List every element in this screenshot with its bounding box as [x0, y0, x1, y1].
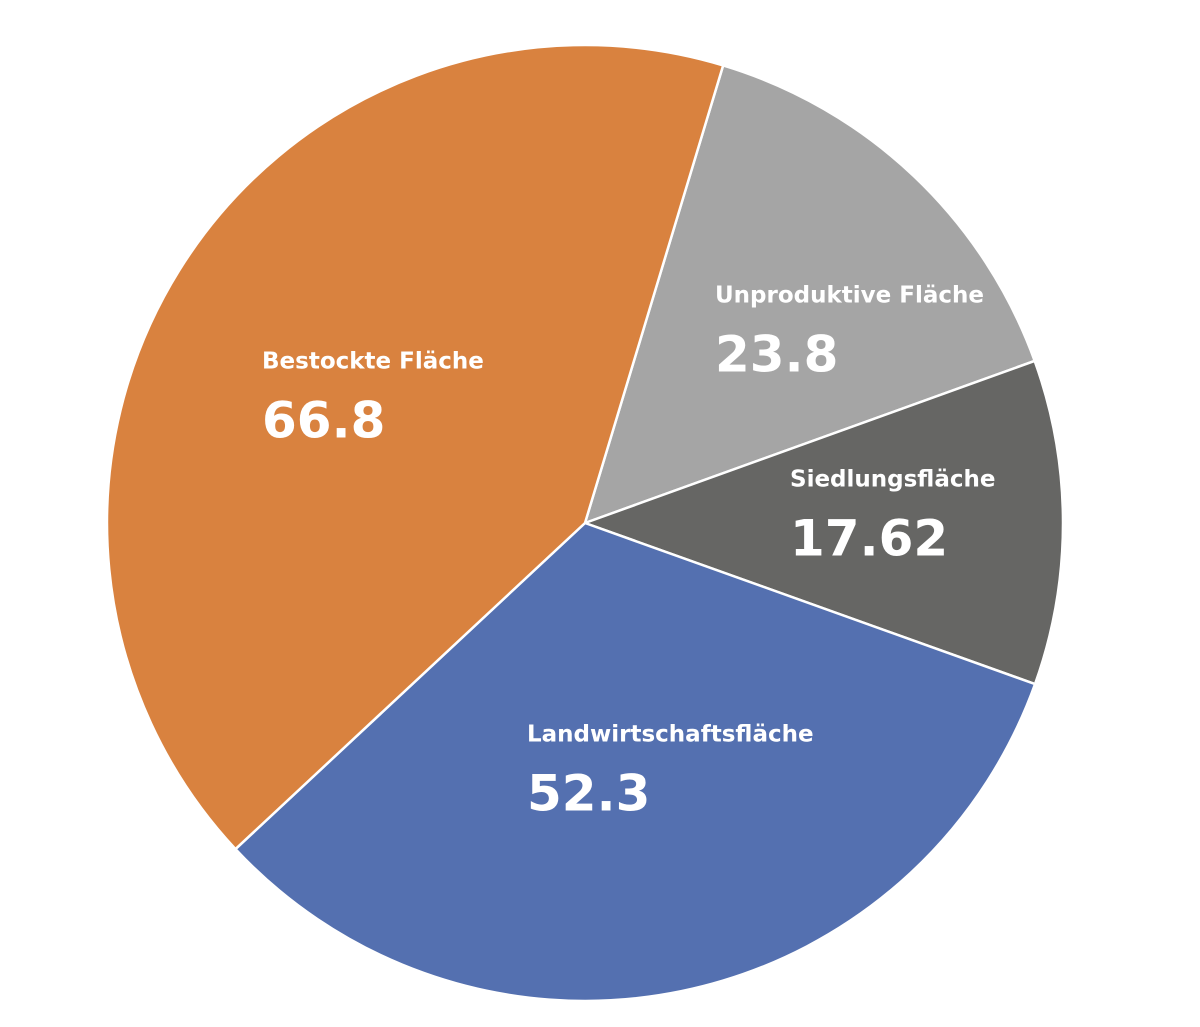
slice-value: 23.8: [715, 326, 838, 384]
pie-slice: [583, 63, 1037, 526]
slice-label: Landwirtschaftsfläche: [527, 722, 814, 748]
pie-slice: [581, 359, 1065, 686]
pie-slice: [105, 43, 725, 851]
slice-label: Unproduktive Fläche: [715, 283, 984, 309]
slice-label: Siedlungsfläche: [790, 467, 995, 493]
slice-value: 17.62: [790, 510, 948, 568]
slice-label: Bestockte Fläche: [262, 349, 484, 375]
slice-value: 66.8: [262, 392, 385, 450]
slice-value: 52.3: [527, 765, 650, 823]
pie-slice: [233, 521, 1037, 1003]
